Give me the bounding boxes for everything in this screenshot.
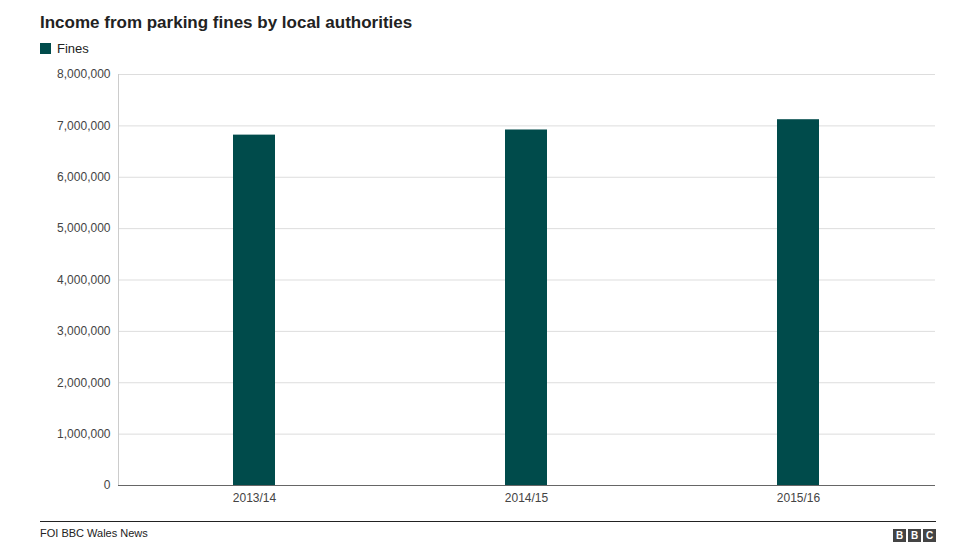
svg-text:2014/15: 2014/15 <box>505 491 549 505</box>
svg-text:6,000,000: 6,000,000 <box>57 170 111 184</box>
svg-text:7,000,000: 7,000,000 <box>57 119 111 133</box>
svg-text:3,000,000: 3,000,000 <box>57 324 111 338</box>
svg-text:2,000,000: 2,000,000 <box>57 376 111 390</box>
svg-text:4,000,000: 4,000,000 <box>57 273 111 287</box>
html-text:Fines: Fines <box>57 41 89 56</box>
html-text:C: C <box>925 530 934 541</box>
svg-text:0: 0 <box>104 478 111 492</box>
svg-text:1,000,000: 1,000,000 <box>57 427 111 441</box>
svg-text:2013/14: 2013/14 <box>233 491 277 505</box>
html-text:Income from parking fines by l: Income from parking fines by local autho… <box>40 13 413 32</box>
html-text:B: B <box>895 530 904 541</box>
svg-text:5,000,000: 5,000,000 <box>57 221 111 235</box>
svg-text:8,000,000: 8,000,000 <box>57 67 111 81</box>
html-text:FOI BBC Wales News: FOI BBC Wales News <box>40 527 148 539</box>
svg-text:2015/16: 2015/16 <box>777 491 821 505</box>
html-text:B: B <box>910 530 919 541</box>
